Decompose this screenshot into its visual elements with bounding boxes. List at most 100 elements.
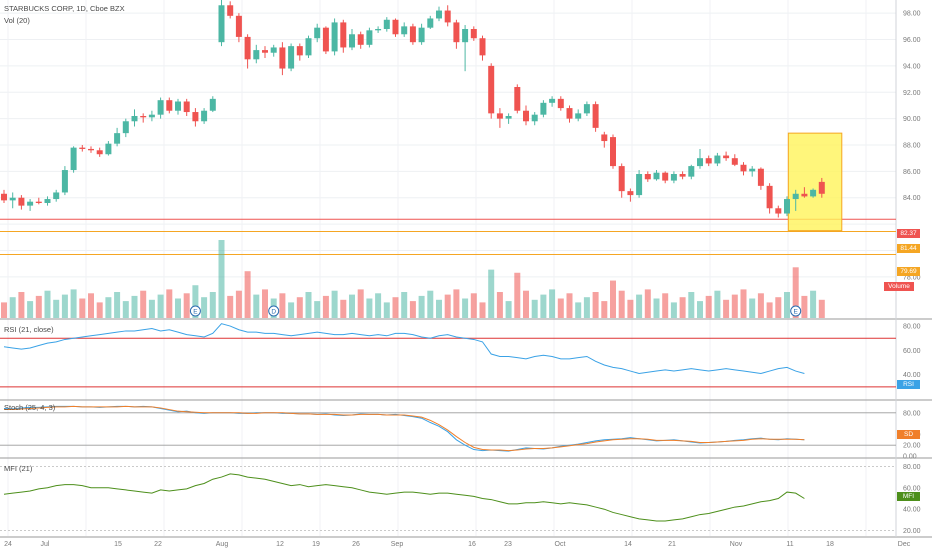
volume-bar	[470, 293, 477, 318]
price-axis-label: 94.00	[903, 63, 921, 70]
volume-bar	[279, 293, 286, 318]
volume-bar	[27, 301, 34, 318]
volume-bar	[166, 289, 173, 318]
candle-body	[575, 113, 582, 119]
candle-body	[409, 26, 416, 43]
volume-bar	[227, 295, 234, 318]
volume-bar	[505, 301, 512, 318]
mfi-line	[3, 473, 805, 522]
candle-body	[557, 98, 564, 109]
candle-body	[697, 158, 703, 167]
candle-body	[279, 47, 286, 69]
stoch-axis-label: 0.00	[903, 454, 917, 461]
volume-bar	[670, 302, 677, 318]
candle-body	[244, 36, 251, 60]
candle-body	[479, 38, 486, 56]
candle-body	[723, 155, 730, 159]
mfi-axis-label: 40.00	[903, 507, 921, 514]
volume-bar	[557, 298, 564, 318]
candle-body	[549, 98, 556, 103]
candle-body	[583, 104, 590, 114]
volume-bar	[192, 285, 199, 318]
time-axis-label: Sep	[391, 541, 404, 548]
price-axis-label: 86.00	[903, 169, 921, 176]
candle-body	[436, 10, 442, 19]
time-axis-label: 18	[826, 541, 834, 548]
candle-body	[166, 100, 173, 111]
volume-bar	[462, 298, 469, 318]
volume-bar	[549, 289, 556, 318]
volume-bar	[627, 299, 634, 318]
candle-body	[740, 164, 747, 172]
event-marker-label: E	[193, 309, 198, 316]
rsi-axis-label: 40.00	[903, 372, 921, 379]
volume-bar	[757, 293, 764, 318]
volume-bar	[122, 301, 129, 318]
candle-body	[157, 100, 164, 115]
mfi-value-tag: MFI	[897, 492, 920, 501]
volume-tag: Volume	[884, 282, 914, 291]
volume-bar	[96, 302, 103, 318]
symbol-title: STARBUCKS CORP, 1D, Cboe BZX	[4, 4, 125, 13]
candle-body	[444, 10, 451, 23]
candle-body	[349, 34, 355, 48]
time-axis-label: 12	[276, 541, 284, 548]
time-axis-label: Nov	[730, 541, 743, 548]
volume-bar	[366, 298, 373, 318]
volume-bar	[383, 302, 390, 318]
mfi-axis-label: 20.00	[903, 528, 921, 535]
price-axis-label: 96.00	[903, 37, 921, 44]
candle-body	[383, 19, 390, 29]
volume-bar	[140, 290, 147, 318]
rsi-title: RSI (21, close)	[4, 325, 54, 334]
volume-bar	[705, 295, 712, 318]
candle-body	[235, 15, 242, 37]
volume-bar	[583, 297, 590, 318]
candle-body	[470, 29, 477, 39]
candle-body	[496, 113, 503, 119]
candle-body	[375, 29, 382, 31]
candle-body	[262, 50, 268, 53]
time-axis-label: 11	[786, 541, 793, 548]
volume-bar	[392, 297, 399, 318]
volume-bar	[523, 290, 529, 318]
price-tag-81-44: 81.44	[897, 244, 920, 253]
volume-bar	[9, 297, 16, 318]
volume-bar	[818, 299, 825, 318]
volume-bar	[157, 294, 164, 318]
candle-body	[366, 30, 373, 45]
time-axis-label: 14	[624, 541, 632, 548]
volume-bar	[514, 272, 521, 318]
volume-bar	[653, 298, 660, 318]
volume-bar	[375, 293, 382, 318]
candle-body	[610, 137, 616, 167]
price-axis-label: 90.00	[903, 116, 921, 123]
volume-bar	[183, 293, 190, 318]
volume-bar	[444, 294, 451, 318]
candle-body	[784, 199, 790, 214]
time-axis-label: 23	[504, 541, 512, 548]
candle-body	[227, 5, 234, 16]
candle-body	[531, 114, 538, 122]
mfi-axis-label: 60.00	[903, 485, 921, 492]
candle-body	[140, 116, 147, 118]
volume-bar	[679, 297, 686, 318]
candle-body	[818, 181, 825, 194]
volume-bar	[175, 298, 181, 318]
volume-bar	[731, 294, 738, 318]
volume-bar	[479, 302, 486, 318]
candle-body	[775, 208, 782, 214]
candle-body	[792, 193, 799, 200]
candle-body	[566, 108, 573, 119]
volume-bar	[566, 293, 573, 318]
rsi-axis-label: 60.00	[903, 348, 921, 355]
candle-body	[731, 158, 738, 165]
candle-body	[27, 201, 34, 206]
volume-bar	[740, 289, 747, 318]
volume-bar	[131, 295, 138, 318]
volume-bar	[253, 294, 260, 318]
price-axis-label: 92.00	[903, 90, 921, 97]
volume-bar	[105, 297, 112, 318]
candle-body	[218, 5, 225, 43]
